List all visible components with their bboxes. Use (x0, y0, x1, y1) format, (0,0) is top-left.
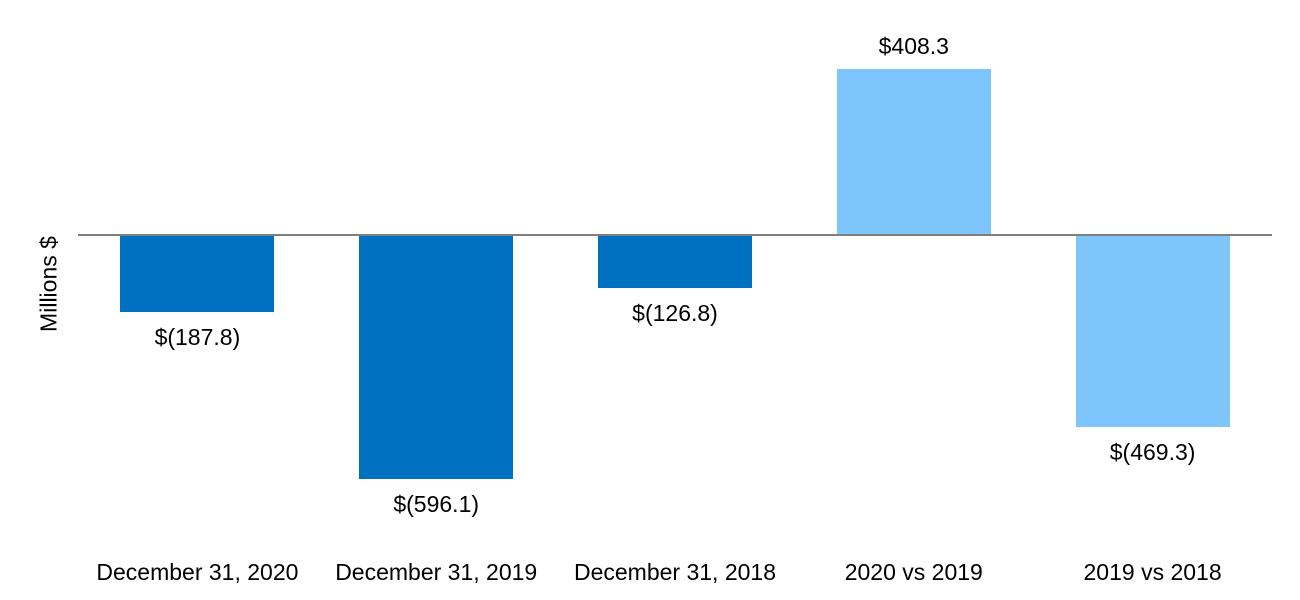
data-label-3: $(126.8) (632, 299, 718, 326)
category-label-2: December 31, 2019 (335, 559, 538, 585)
data-label-2: $(596.1) (393, 490, 480, 517)
y-axis-label: Millions $ (35, 236, 62, 332)
category-label-1: December 31, 2020 (96, 559, 299, 585)
bar-1 (120, 236, 275, 313)
category-label-5: 2019 vs 2018 (1083, 559, 1222, 585)
category-label-3: December 31, 2018 (573, 559, 776, 585)
bar-3 (598, 236, 752, 288)
bar-4 (836, 68, 991, 235)
data-label-4: $408.3 (878, 32, 949, 59)
x-axis-baseline (78, 234, 1272, 236)
bar-2 (359, 236, 514, 479)
data-label-5: $(469.3) (1109, 439, 1196, 466)
data-label-1: $(187.8) (154, 324, 241, 351)
bar-5 (1075, 236, 1230, 428)
category-label-4: 2020 vs 2019 (844, 559, 983, 585)
